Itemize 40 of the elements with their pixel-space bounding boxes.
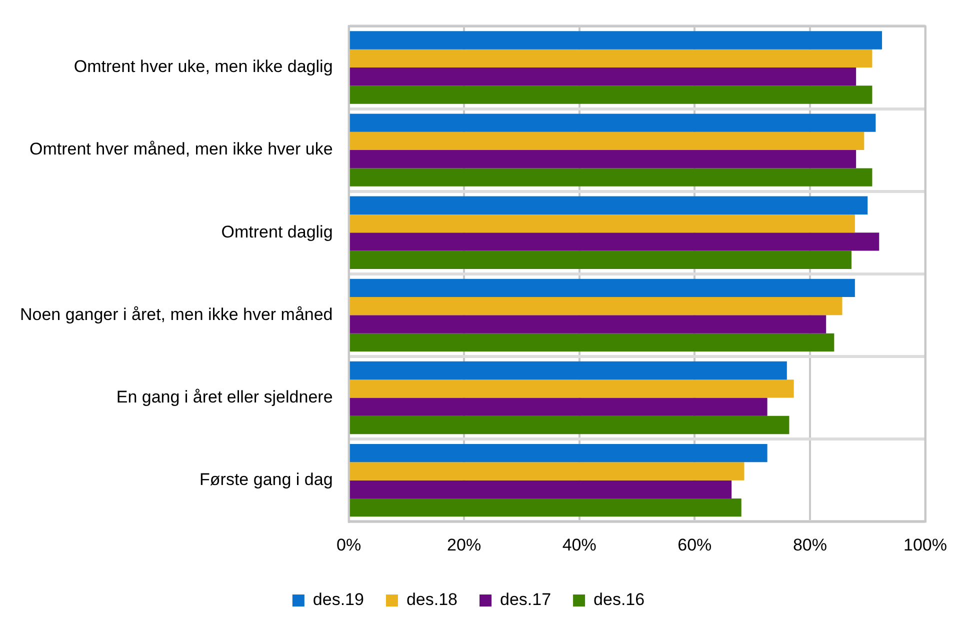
y-tick-label: Omtrent hver uke, men ikke daglig	[74, 57, 333, 76]
bar	[350, 315, 826, 334]
bar	[350, 480, 732, 498]
bar	[350, 114, 876, 132]
bar	[350, 214, 855, 233]
bar	[350, 333, 834, 352]
bar	[350, 361, 787, 380]
x-tick-label: 60%	[678, 535, 712, 554]
bar	[350, 86, 872, 104]
x-tick-label: 80%	[792, 535, 827, 554]
y-tick-label: En gang i året eller sjeldnere	[116, 387, 333, 406]
y-tick-label: Omtrent hver måned, men ikke hver uke	[29, 140, 333, 159]
y-tick-label: Omtrent daglig	[221, 222, 333, 242]
y-tick-label: Noen ganger i året, men ikke hver måned	[20, 304, 333, 324]
y-tick-label: Første gang i dag	[200, 470, 333, 490]
bar	[350, 232, 880, 251]
bar	[350, 67, 856, 86]
bar	[350, 498, 742, 517]
x-tick-label: 20%	[447, 535, 482, 554]
bar	[350, 444, 768, 462]
bar	[350, 31, 882, 50]
bar	[350, 398, 768, 416]
x-tick-label: 0%	[336, 535, 362, 554]
bar	[350, 278, 855, 298]
bar	[350, 168, 872, 186]
bar	[350, 49, 872, 68]
legend-label: des.19	[312, 590, 364, 610]
bar	[350, 297, 842, 316]
bar	[350, 416, 790, 434]
x-tick-label: 100%	[904, 535, 947, 554]
legend-label: des.17	[500, 590, 552, 610]
bar	[350, 250, 852, 269]
legend-label: des.16	[594, 590, 645, 610]
bar	[350, 380, 794, 398]
bar	[350, 132, 864, 150]
bar	[350, 462, 744, 480]
legend-label: des.18	[406, 590, 458, 610]
bar	[350, 150, 856, 168]
bar	[350, 196, 868, 214]
x-tick-label: 40%	[562, 535, 596, 554]
